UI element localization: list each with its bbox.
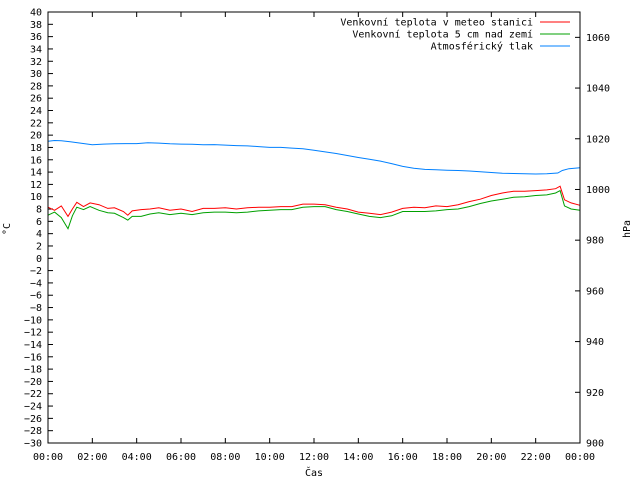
left-tick-label: 0: [36, 254, 42, 265]
right-tick-label: 1000: [586, 185, 610, 196]
left-tick-label: 30: [30, 69, 42, 80]
left-tick-label: 22: [30, 118, 42, 129]
left-tick-label: 26: [30, 94, 42, 105]
x-axis-label: Čas: [305, 466, 323, 479]
left-tick-label: 10: [30, 192, 42, 203]
x-tick-label: 00:00: [33, 452, 63, 463]
x-tick-label: 04:00: [122, 452, 152, 463]
right-axis-ticks: 1060 1040 1020 1000 980 960 940 920 900: [575, 33, 610, 450]
series-line-0: [47, 185, 581, 218]
left-tick-label: 24: [30, 106, 42, 117]
series-line-2: [47, 139, 581, 175]
right-tick-label: 980: [586, 236, 604, 247]
right-tick-label: 960: [586, 286, 604, 297]
x-tick-label: 20:00: [476, 452, 506, 463]
legend-label-0: Venkovní teplota v meteo stanici: [340, 17, 533, 29]
left-tick-label: −8: [30, 303, 42, 314]
left-tick-label: 36: [30, 32, 42, 43]
y-axis-left-label: °C: [2, 223, 13, 235]
right-tick-label: 900: [586, 439, 604, 450]
left-tick-label: −18: [24, 365, 42, 376]
left-tick-label: 38: [30, 20, 42, 31]
x-tick-label: 16:00: [388, 452, 418, 463]
x-tick-label: 00:00: [565, 452, 595, 463]
left-tick-label: 40: [30, 8, 42, 19]
left-tick-label: −22: [24, 389, 42, 400]
right-tick-label: 940: [586, 337, 604, 348]
right-tick-label: 1060: [586, 33, 610, 44]
left-tick-label: 34: [30, 44, 42, 55]
left-tick-label: 12: [30, 180, 42, 191]
x-tick-label: 02:00: [77, 452, 107, 463]
x-tick-label: 06:00: [166, 452, 196, 463]
left-tick-label: 14: [30, 168, 42, 179]
left-tick-label: −14: [24, 340, 42, 351]
left-tick-label: 2: [36, 241, 42, 252]
left-tick-label: −10: [24, 315, 42, 326]
left-axis-ticks: 4038363432302826242220181614121086420−2−…: [24, 8, 53, 450]
left-tick-label: 4: [36, 229, 42, 240]
series-line-1: [47, 189, 581, 230]
left-tick-label: 18: [30, 143, 42, 154]
y-axis-right-label: hPa: [622, 220, 633, 238]
left-tick-label: −26: [24, 414, 42, 425]
legend: Venkovní teplota v meteo staniciVenkovní…: [340, 17, 570, 53]
left-tick-label: −4: [30, 278, 42, 289]
left-tick-label: −12: [24, 328, 42, 339]
x-tick-label: 14:00: [343, 452, 373, 463]
plot-frame: [47, 11, 581, 444]
right-tick-label: 1020: [586, 134, 610, 145]
left-tick-label: −6: [30, 291, 42, 302]
left-tick-label: −20: [24, 377, 42, 388]
left-tick-label: −2: [30, 266, 42, 277]
right-tick-label: 1040: [586, 84, 610, 95]
left-tick-label: 20: [30, 131, 42, 142]
legend-label-1: Venkovní teplota 5 cm nad zemí: [352, 29, 533, 41]
left-tick-label: −16: [24, 352, 42, 363]
series-layer: [47, 139, 581, 230]
left-tick-label: −24: [24, 402, 42, 413]
left-tick-label: 32: [30, 57, 42, 68]
left-tick-label: −30: [24, 439, 42, 450]
x-axis-ticks: 00:00 02:00 04:00 06:00 08:00 10:00 12:00 14:00…: [33, 12, 595, 463]
x-tick-label: 10:00: [255, 452, 285, 463]
right-tick-label: 920: [586, 388, 604, 399]
x-tick-label: 22:00: [521, 452, 551, 463]
left-tick-label: −28: [24, 426, 42, 437]
left-tick-label: 6: [36, 217, 42, 228]
left-tick-label: 8: [36, 205, 42, 216]
left-tick-label: 16: [30, 155, 42, 166]
x-tick-label: 08:00: [210, 452, 240, 463]
x-tick-label: 18:00: [432, 452, 462, 463]
legend-label-2: Atmosférický tlak: [431, 41, 533, 53]
x-tick-label: 12:00: [299, 452, 329, 463]
left-tick-label: 28: [30, 81, 42, 92]
